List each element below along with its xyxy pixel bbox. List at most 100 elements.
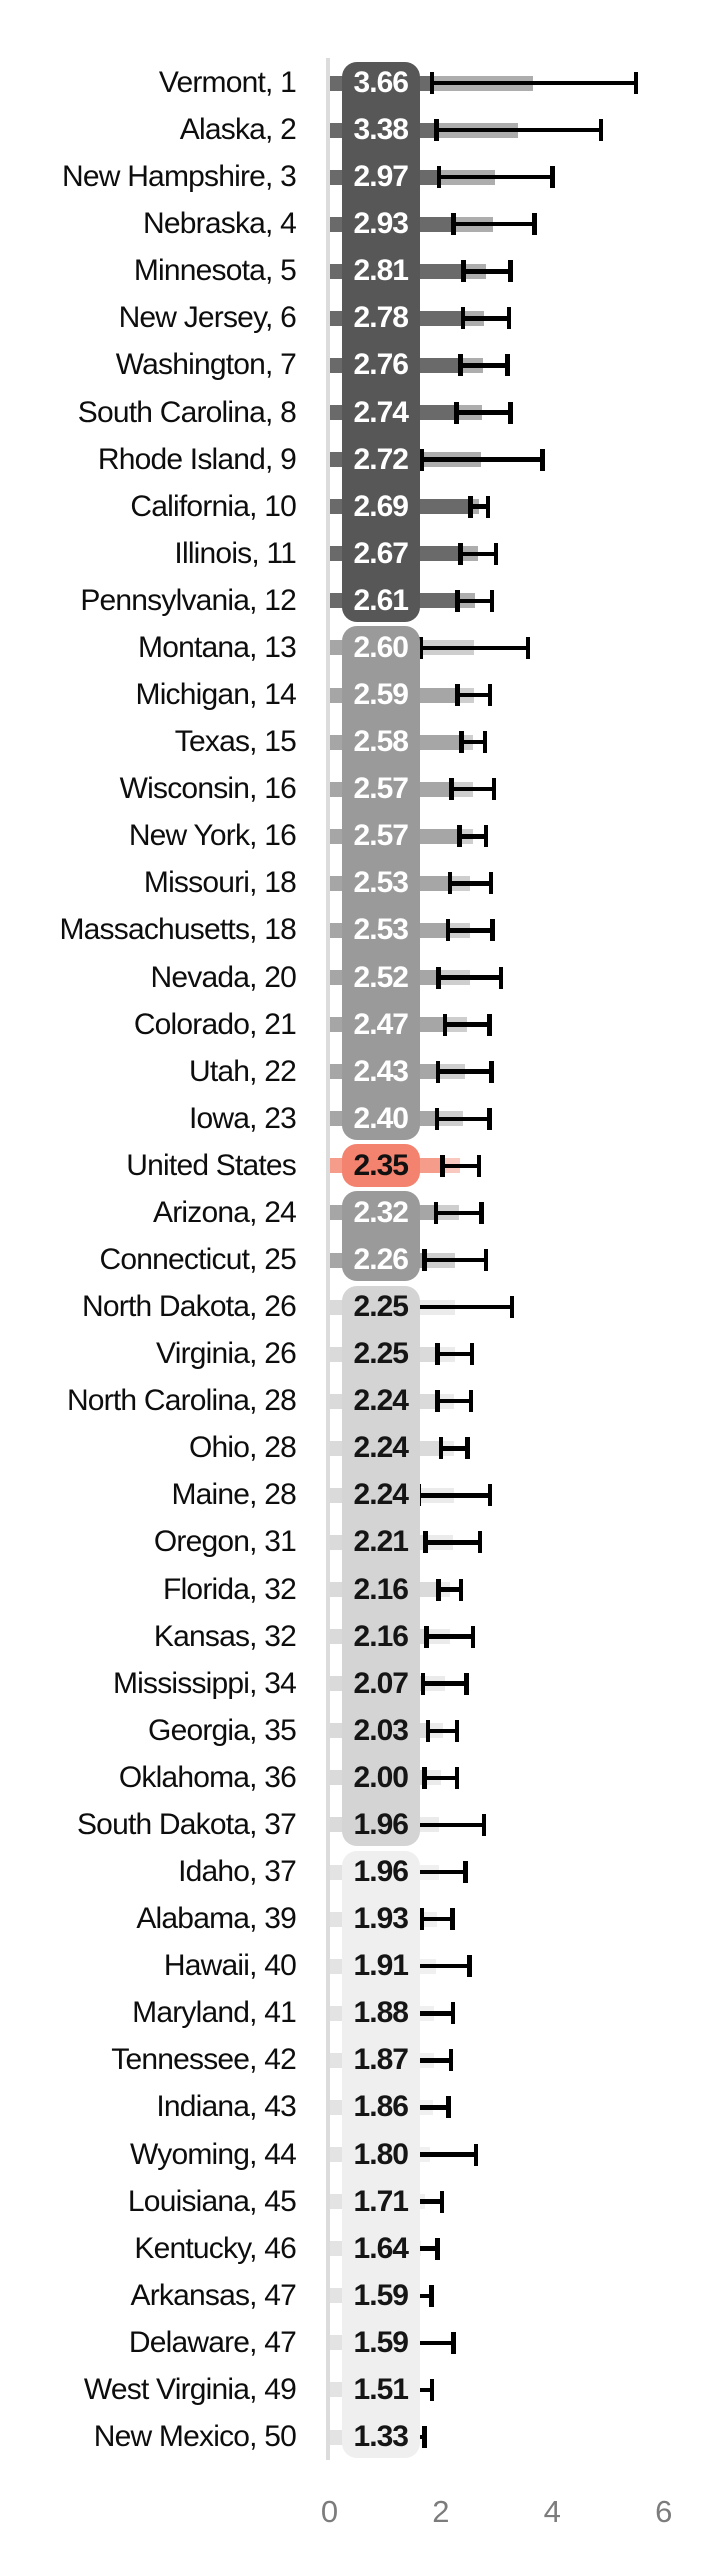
ci-cap-right xyxy=(429,2378,435,2401)
value-label: 2.60 xyxy=(353,630,409,664)
row-label: Illinois, 11 xyxy=(174,536,296,570)
group-box-light xyxy=(342,1285,420,1847)
row-label: Washington, 7 xyxy=(115,348,297,382)
ci-cap-left xyxy=(458,542,463,565)
value-label: 1.86 xyxy=(353,2090,409,2124)
ci-line xyxy=(460,551,497,557)
ci-cap-left xyxy=(435,1343,440,1366)
row-label: Alabama, 39 xyxy=(136,1902,296,1936)
x-tick-label: 6 xyxy=(655,2494,673,2529)
value-label: 1.96 xyxy=(353,1807,409,1841)
value-label: 2.67 xyxy=(353,536,409,570)
group-box-lower-mid xyxy=(342,1191,420,1282)
row-label: Ohio, 28 xyxy=(188,1431,297,1465)
row-label: South Dakota, 37 xyxy=(76,1807,297,1841)
row-label: Maine, 28 xyxy=(171,1478,296,1512)
ci-line xyxy=(437,1351,473,1357)
ci-cap-left xyxy=(424,1625,429,1648)
value-label: 2.47 xyxy=(353,1007,409,1041)
row-label: Montana, 13 xyxy=(138,630,297,664)
ci-cap-right xyxy=(487,1013,492,1036)
row-label: New Mexico, 50 xyxy=(93,2420,297,2453)
ci-line xyxy=(437,1398,471,1404)
ci-line xyxy=(435,1210,482,1216)
value-label: 2.40 xyxy=(353,1101,409,1135)
ci-line xyxy=(463,316,509,321)
row-label: Mississippi, 34 xyxy=(112,1666,297,1700)
ci-line xyxy=(423,1681,467,1686)
group-box-us xyxy=(342,1144,420,1188)
ci-cap-right xyxy=(439,2190,445,2213)
row-label: Arizona, 24 xyxy=(153,1195,297,1229)
value-label: 1.88 xyxy=(353,1996,409,2030)
ci-cap-left xyxy=(436,166,442,189)
row-label: New Jersey, 6 xyxy=(118,301,297,335)
ci-line xyxy=(402,1963,470,1969)
ci-cap-left xyxy=(459,731,464,754)
ci-line xyxy=(451,786,494,792)
ci-cap-right xyxy=(477,1531,483,1554)
value-label: 1.93 xyxy=(353,1902,409,1936)
row-label: Utah, 22 xyxy=(188,1054,297,1088)
ci-cap-right xyxy=(490,919,495,942)
ci-cap-left xyxy=(435,1390,440,1413)
ci-line xyxy=(442,1163,479,1169)
ci-line xyxy=(436,127,601,133)
value-label: 2.16 xyxy=(353,1572,409,1606)
ci-cap-right xyxy=(485,495,491,518)
row-label: Delaware, 47 xyxy=(128,2325,297,2359)
value-label: 2.26 xyxy=(353,1243,409,1276)
ci-cap-right xyxy=(598,119,603,142)
ci-cap-left xyxy=(436,966,441,989)
value-label: 2.24 xyxy=(353,1431,409,1465)
row-label: Connecticut, 25 xyxy=(99,1243,297,1276)
ci-line xyxy=(411,1869,466,1875)
ci-cap-right xyxy=(476,1154,482,1177)
value-label: 2.59 xyxy=(353,678,409,712)
ci-cap-right xyxy=(446,2096,451,2119)
group-box-upper-mid xyxy=(342,626,420,1141)
group-box-lightest xyxy=(342,1850,420,2459)
ci-cap-right xyxy=(470,1625,476,1648)
row-label: Hawaii, 40 xyxy=(163,1949,297,1983)
value-label: 2.16 xyxy=(353,1619,409,1653)
value-label: 2.69 xyxy=(353,489,409,523)
ci-line xyxy=(457,598,493,604)
ci-line xyxy=(417,2105,449,2110)
x-tick-label: 2 xyxy=(432,2494,450,2529)
row-label: Missouri, 18 xyxy=(143,866,297,900)
ci-cap-left xyxy=(422,1249,427,1271)
ci-line xyxy=(463,269,511,274)
value-label: 2.25 xyxy=(353,1290,409,1324)
value-label: 2.52 xyxy=(353,960,409,994)
value-label: 1.64 xyxy=(353,2231,409,2265)
ci-cap-left xyxy=(447,872,453,895)
ci-cap-right xyxy=(482,731,488,754)
row-label: Tennessee, 42 xyxy=(111,2043,297,2077)
group-box-top xyxy=(342,61,420,623)
ci-line xyxy=(415,2011,454,2016)
value-label: 2.24 xyxy=(353,1478,409,1512)
value-label: 2.24 xyxy=(353,1384,409,1418)
ci-cap-left xyxy=(425,1719,431,1742)
ci-cap-left xyxy=(419,448,425,471)
ci-line xyxy=(449,881,491,886)
ci-line xyxy=(456,410,511,415)
row-label: Georgia, 35 xyxy=(148,1713,297,1747)
value-label: 2.58 xyxy=(353,725,409,759)
row-label: United States xyxy=(126,1148,297,1182)
ci-line xyxy=(383,2152,476,2157)
ci-line xyxy=(416,2058,451,2063)
ci-line xyxy=(437,1116,490,1121)
row-label: Oregon, 31 xyxy=(153,1525,297,1559)
row-label: Alaska, 2 xyxy=(179,113,297,147)
value-label: 1.33 xyxy=(353,2420,409,2453)
row-label: Colorado, 21 xyxy=(133,1007,297,1041)
x-tick-label: 0 xyxy=(320,2494,339,2529)
ci-line xyxy=(397,1304,513,1310)
value-label: 2.61 xyxy=(353,583,409,617)
